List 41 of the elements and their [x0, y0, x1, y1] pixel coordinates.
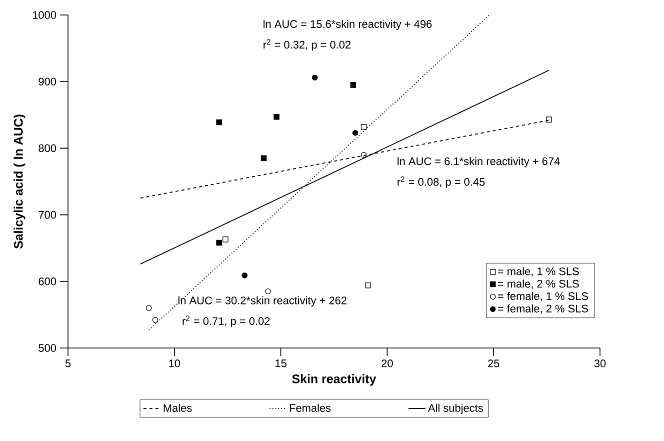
point: [146, 305, 152, 311]
legend-label: Males: [164, 404, 192, 412]
legend-label: = male, 1 % SLS: [498, 267, 579, 276]
point: [242, 272, 248, 278]
x-tick-label: 15: [276, 360, 286, 368]
x-tick-label: 10: [169, 360, 180, 368]
x-axis-title: Skin reactivity: [292, 374, 376, 386]
x-tick-label: 5: [65, 360, 71, 368]
annotation: ln AUC = 6.1*skin reactivity + 674: [398, 157, 560, 168]
point: [152, 317, 158, 323]
legend-label: All subjects: [428, 404, 483, 414]
legend-label: Females: [290, 404, 331, 412]
point: [350, 82, 356, 88]
point: [222, 236, 228, 242]
point: [260, 155, 267, 162]
point: [312, 74, 318, 80]
y-tick-label: 600: [38, 278, 56, 286]
annotation: r$^{2}$ = 0.71, p = 0.02: [182, 316, 270, 328]
legend-label: = male, 2 % SLS: [498, 280, 579, 289]
point: [216, 119, 222, 126]
annotation: r$^{2}$ = 0.32, p = 0.02: [264, 39, 351, 51]
y-axis-title: Salicylic acid ( ln AUC): [14, 114, 26, 249]
y-tick-label: 900: [38, 78, 56, 86]
y-tick-label: 1000: [32, 11, 56, 19]
legend-label: = female, 2 % SLS: [498, 304, 588, 314]
point: [274, 114, 280, 120]
point: [216, 240, 222, 246]
point: [365, 282, 371, 288]
y-tick-label: 700: [38, 210, 56, 219]
annotation: ln AUC = 30.2*skin reactivity + 262: [178, 296, 346, 306]
legend-label: = female, 1 % SLS: [498, 292, 588, 302]
x-tick-label: 30: [594, 360, 606, 368]
annotation: r$^{2}$ = 0.08, p = 0.45: [398, 176, 485, 188]
point: [360, 124, 367, 130]
y-tick-label: 800: [38, 144, 56, 152]
annotation: ln AUC = 15.6*skin reactivity + 496: [264, 20, 432, 30]
x-tick-label: 25: [488, 360, 500, 368]
point: [265, 288, 271, 294]
point: [352, 130, 358, 136]
x-tick-label: 20: [382, 360, 393, 368]
y-tick-label: 500: [38, 344, 56, 352]
